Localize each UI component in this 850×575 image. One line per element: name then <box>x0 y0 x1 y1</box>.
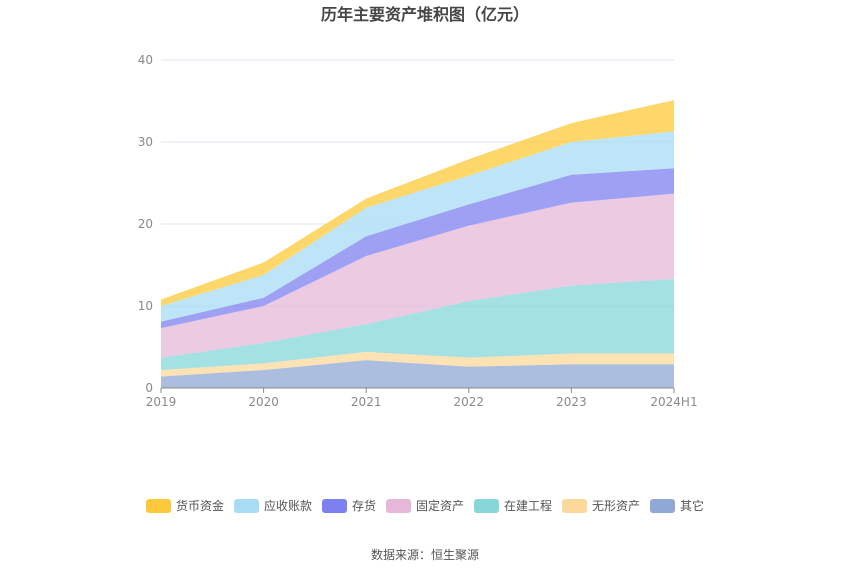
area-其它 <box>161 360 674 388</box>
data-source: 数据来源：恒生聚源 <box>371 547 479 562</box>
legend-item-无形资产[interactable]: 无形资产 <box>562 499 640 513</box>
legend-swatch <box>474 499 500 513</box>
legend-label: 固定资产 <box>416 498 464 513</box>
x-tick-label: 2019 <box>146 395 177 409</box>
area-货币资金 <box>161 100 674 307</box>
legend-swatch <box>385 499 411 513</box>
legend-item-存货[interactable]: 存货 <box>321 498 376 513</box>
legend: 货币资金 应收账款 存货 固定资产 在建工程 无形资产 其它 <box>145 498 704 513</box>
x-tick-label: 2020 <box>248 395 279 409</box>
legend-item-固定资产[interactable]: 固定资产 <box>385 498 464 513</box>
legend-swatch <box>145 499 171 513</box>
area-固定资产 <box>161 193 674 358</box>
legend-label: 在建工程 <box>504 498 552 513</box>
y-tick-label: 10 <box>138 299 153 313</box>
legend-item-货币资金[interactable]: 货币资金 <box>145 498 224 513</box>
x-tick-label: 2023 <box>556 395 587 409</box>
legend-item-应收账款[interactable]: 应收账款 <box>233 498 312 513</box>
y-tick-label: 40 <box>138 53 153 67</box>
legend-label: 应收账款 <box>264 498 312 513</box>
area-应收账款 <box>161 131 674 322</box>
legend-label: 其它 <box>680 498 704 513</box>
area-series <box>161 100 674 388</box>
legend-label: 无形资产 <box>592 499 640 513</box>
axes: 0 10 20 30 40 2019 2020 2021 2022 2023 2024H1 <box>138 53 698 409</box>
y-tick-label: 30 <box>138 135 153 149</box>
legend-item-在建工程[interactable]: 在建工程 <box>474 498 552 513</box>
y-tick-label: 20 <box>138 217 153 231</box>
y-tick-label: 0 <box>145 381 153 395</box>
x-tick-label: 2021 <box>351 395 382 409</box>
legend-swatch <box>321 499 347 513</box>
legend-label: 存货 <box>352 498 376 513</box>
legend-swatch <box>233 499 259 513</box>
area-无形资产 <box>161 351 674 377</box>
legend-swatch <box>650 499 676 513</box>
x-tick-label: 2024H1 <box>650 395 697 409</box>
legend-item-其它[interactable]: 其它 <box>650 498 704 513</box>
area-在建工程 <box>161 278 674 370</box>
legend-label: 货币资金 <box>176 498 224 513</box>
chart-title: 历年主要资产堆积图（亿元） <box>321 5 529 24</box>
area-存货 <box>161 168 674 329</box>
legend-swatch <box>562 499 588 513</box>
x-tick-label: 2022 <box>454 395 485 409</box>
